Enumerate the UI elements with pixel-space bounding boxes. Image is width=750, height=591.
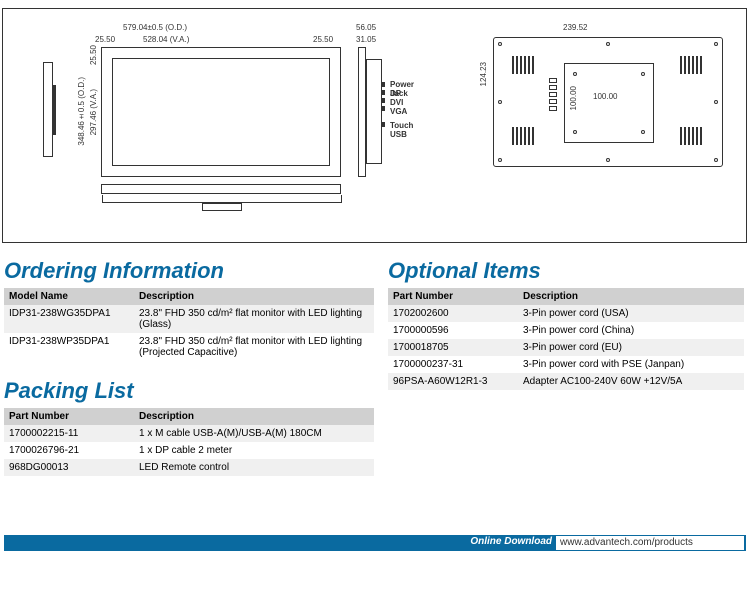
optional-section: Optional Items Part Number Description 1… <box>388 258 744 390</box>
packing-table: Part Number Description 1700002215-111 x… <box>4 408 374 476</box>
footer-link[interactable]: www.advantech.com/products <box>556 536 744 550</box>
dim-side-total: 31.05 <box>356 35 376 44</box>
conn-usb: Touch USB <box>390 121 413 139</box>
ordering-section: Ordering Information Model Name Descript… <box>4 258 374 361</box>
table-row: 96PSA-A60W12R1-3Adapter AC100-240V 60W +… <box>388 373 744 390</box>
dim-width-va: 528.04 (V.A.) <box>143 35 189 44</box>
conn-vga: VGA <box>390 107 407 116</box>
dim-height-od: 348.46±0.5 (O.D.) <box>77 77 86 146</box>
dim-height-va: 297.46 (V.A.) <box>89 89 98 135</box>
table-row: IDP31-238WG35DPA123.8" FHD 350 cd/m² fla… <box>4 305 374 333</box>
dim-margin-r: 25.50 <box>313 35 333 44</box>
conn-dvi: DVI <box>390 98 403 107</box>
dim-back-width: 239.52 <box>563 23 587 32</box>
ordering-table: Model Name Description IDP31-238WG35DPA1… <box>4 288 374 361</box>
col-description: Description <box>134 408 374 425</box>
col-part-number: Part Number <box>388 288 518 305</box>
packing-title: Packing List <box>4 378 374 404</box>
table-row: 1700026796-211 x DP cable 2 meter <box>4 442 374 459</box>
table-row: IDP31-238WP35DPA123.8" FHD 350 cd/m² fla… <box>4 333 374 361</box>
table-row: 17000187053-Pin power cord (EU) <box>388 339 744 356</box>
col-part-number: Part Number <box>4 408 134 425</box>
dim-side-thick: 56.05 <box>356 23 376 32</box>
dim-back-height: 124.23 <box>479 62 488 86</box>
technical-drawing: 579.04±0.5 (O.D.) 528.04 (V.A.) 25.50 25… <box>2 8 747 243</box>
table-row: 1700002215-111 x M cable USB-A(M)/USB-A(… <box>4 425 374 442</box>
col-description: Description <box>518 288 744 305</box>
ordering-title: Ordering Information <box>4 258 374 284</box>
table-row: 17020026003-Pin power cord (USA) <box>388 305 744 322</box>
footer-label: Online Download <box>470 536 552 547</box>
conn-dp: DP <box>390 89 401 98</box>
footer-bar: Online Download www.advantech.com/produc… <box>4 535 746 551</box>
table-row: 1700000237-313-Pin power cord with PSE (… <box>388 356 744 373</box>
packing-section: Packing List Part Number Description 170… <box>4 378 374 476</box>
table-row: 17000005963-Pin power cord (China) <box>388 322 744 339</box>
vesa-w: 100.00 <box>593 92 617 101</box>
dim-width-od: 579.04±0.5 (O.D.) <box>123 23 187 32</box>
table-row: 968DG00013LED Remote control <box>4 459 374 476</box>
col-description: Description <box>134 288 374 305</box>
dim-margin-l: 25.50 <box>95 35 115 44</box>
optional-table: Part Number Description 17020026003-Pin … <box>388 288 744 390</box>
col-model-name: Model Name <box>4 288 134 305</box>
vesa-h: 100.00 <box>569 86 578 110</box>
optional-title: Optional Items <box>388 258 744 284</box>
bottom-view <box>101 184 341 194</box>
dim-margin-t: 25.50 <box>89 45 98 65</box>
